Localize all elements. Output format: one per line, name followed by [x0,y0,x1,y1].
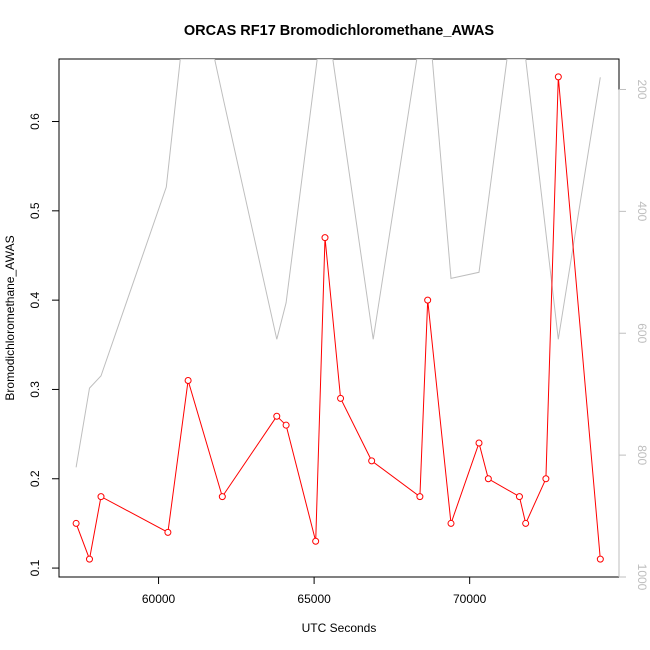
y-tick-label: 0.6 [28,113,42,130]
data-point [515,493,523,501]
data-point [85,555,93,563]
data-point [368,457,376,465]
right-y-tick-label: 600 [635,323,649,343]
data-point [312,537,320,545]
data-point [484,475,492,483]
y-tick-label: 0.3 [28,381,42,398]
right-y-tick-label: 400 [635,201,649,221]
right-y-tick-label: 800 [635,445,649,465]
data-point [184,377,192,385]
series-line-left [75,76,601,561]
data-point [321,234,329,242]
data-point [447,519,455,527]
data-point [97,493,105,501]
right-axis-series [75,59,601,468]
right-y-tick-label: 1000 [635,564,649,591]
y-tick-label: 0.4 [28,291,42,308]
y-axis: 0.1 0.2 0.3 0.4 0.5 0.6 [28,113,60,576]
data-point [554,73,562,81]
x-tick-label: 60000 [142,592,176,606]
y-tick-label: 0.2 [28,470,42,487]
y-tick-label: 0.1 [28,559,42,576]
data-point [72,519,80,527]
data-point [475,439,483,447]
x-axis: 60000 65000 70000 [142,576,487,606]
data-point [424,296,432,304]
left-axis-series [72,73,604,563]
data-point [542,475,550,483]
right-y-tick-label: 200 [635,79,649,99]
data-point [282,421,290,429]
x-tick-label: 65000 [297,592,331,606]
data-point [416,493,424,501]
data-point [164,528,172,536]
data-point [596,555,604,563]
series-line-right [75,59,601,468]
data-point [218,493,226,501]
chart-title: ORCAS RF17 Bromodichloromethane_AWAS [184,23,495,39]
data-point [337,394,345,402]
y-axis-label: Bromodichloromethane_AWAS [3,235,17,400]
data-point [273,412,281,420]
x-tick-label: 70000 [453,592,487,606]
data-point [522,519,530,527]
x-axis-label: UTC Seconds [302,621,377,635]
y-tick-label: 0.5 [28,202,42,219]
right-y-axis: 200 400 600 800 1000 [618,79,649,591]
